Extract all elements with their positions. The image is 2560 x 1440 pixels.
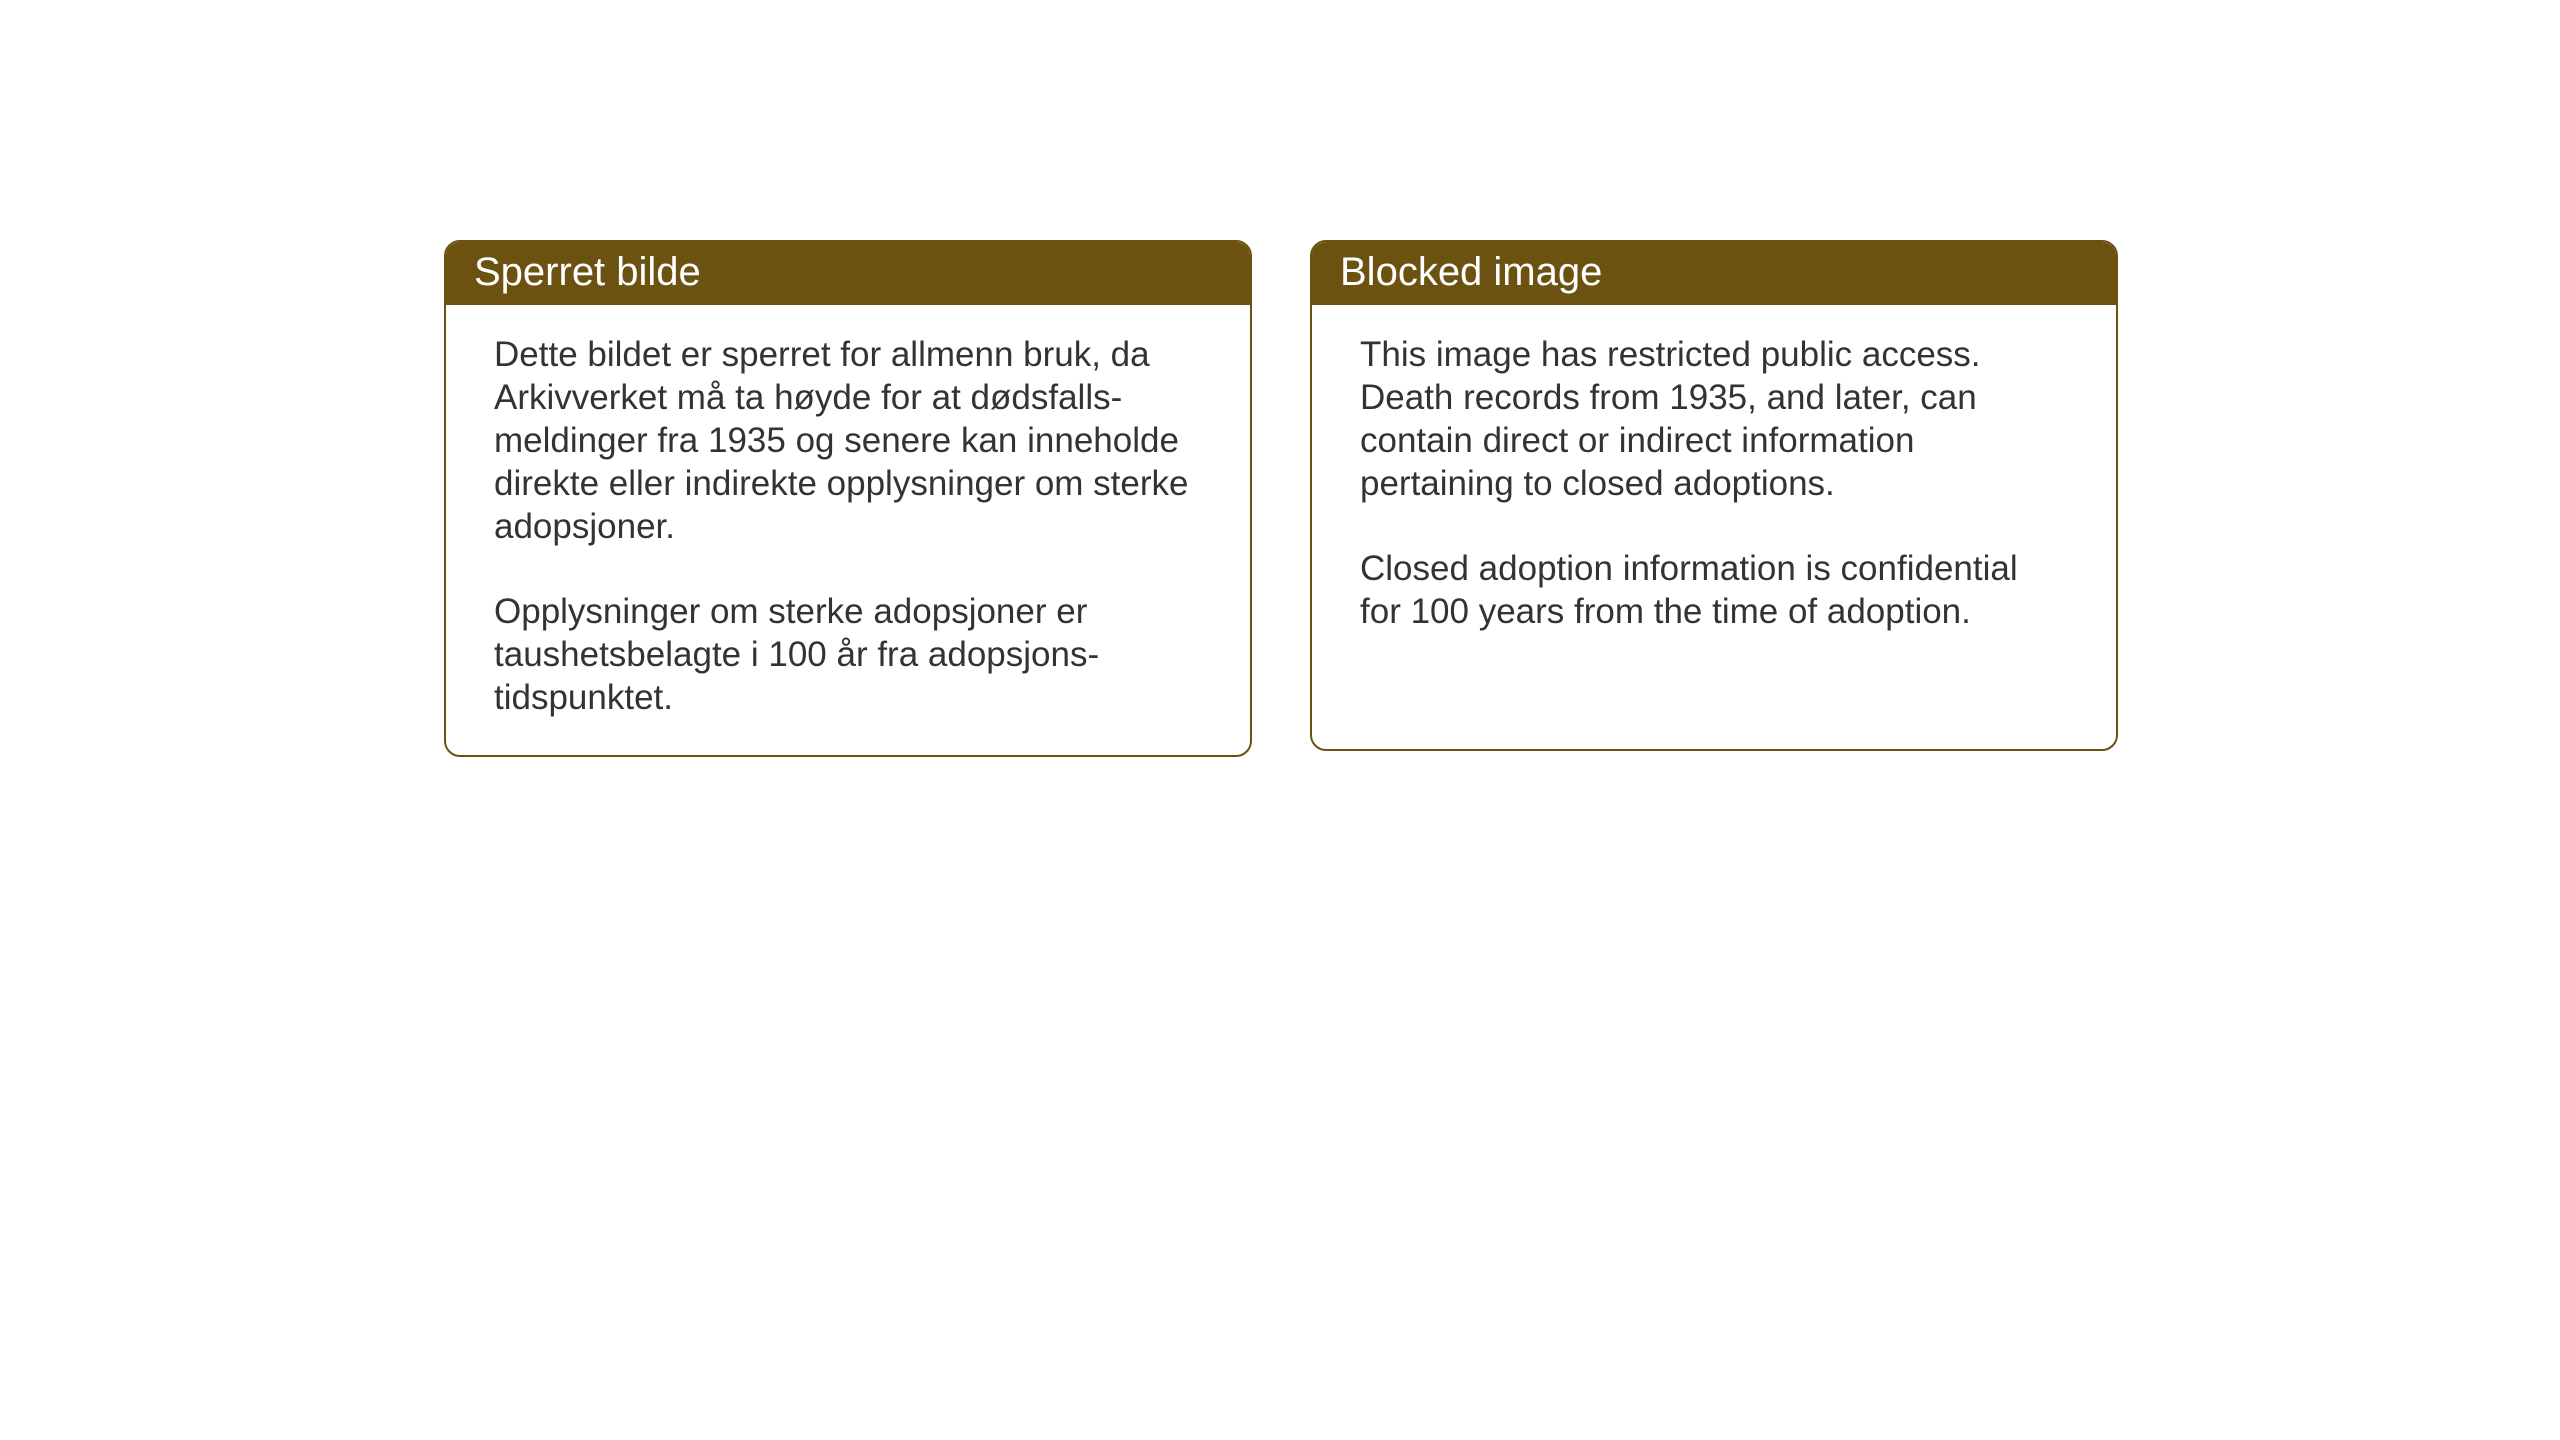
notice-card-norwegian: Sperret bilde Dette bildet er sperret fo… <box>444 240 1252 757</box>
card-title-english: Blocked image <box>1340 250 1602 294</box>
card-title-norwegian: Sperret bilde <box>474 250 701 294</box>
card-paragraph-1-english: This image has restricted public access.… <box>1360 333 2068 505</box>
card-header-english: Blocked image <box>1312 242 2116 305</box>
card-paragraph-2-norwegian: Opplysninger om sterke adopsjoner er tau… <box>494 590 1202 719</box>
card-body-norwegian: Dette bildet er sperret for allmenn bruk… <box>446 305 1250 755</box>
card-paragraph-1-norwegian: Dette bildet er sperret for allmenn bruk… <box>494 333 1202 548</box>
card-paragraph-2-english: Closed adoption information is confident… <box>1360 547 2068 633</box>
card-body-english: This image has restricted public access.… <box>1312 305 2116 669</box>
notice-card-english: Blocked image This image has restricted … <box>1310 240 2118 751</box>
card-header-norwegian: Sperret bilde <box>446 242 1250 305</box>
notice-container: Sperret bilde Dette bildet er sperret fo… <box>444 240 2118 757</box>
